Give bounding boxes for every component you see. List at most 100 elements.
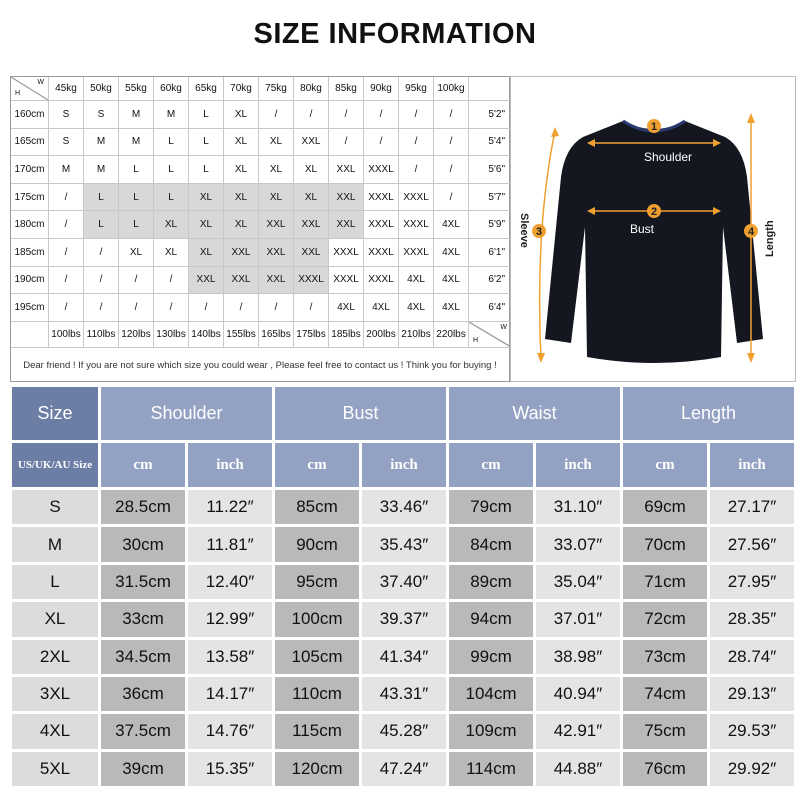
size-cell: XL: [224, 101, 259, 129]
size-cell: XXXL: [364, 211, 399, 239]
size-cell: 4XL: [364, 294, 399, 322]
weight-lbs-header: 155lbs: [224, 321, 259, 348]
size-cell: /: [84, 238, 119, 267]
cm-value-cell: 95cm: [275, 564, 359, 600]
size-cell: XXXL: [399, 238, 434, 267]
length-header: Length: [623, 387, 794, 440]
table-row: S 28.5cm 11.22″ 85cm 33.46″ 79cm 31.10″ 69cm 27.…: [12, 490, 794, 525]
weight-kg-header: 100kg: [434, 77, 469, 101]
cm-value-cell: 100cm: [275, 602, 359, 637]
size-cell: 4XL: [434, 211, 469, 239]
size-recommendation-chart: H W 45kg 50kg 55kg 60kg 65kg 70kg 75kg 80kg 85kg 90…: [10, 76, 511, 382]
size-cell: /: [434, 183, 469, 212]
cm-value-cell: 72cm: [623, 602, 707, 637]
size-cell: /: [49, 266, 84, 295]
cm-value-cell: 75cm: [623, 714, 707, 749]
size-system-header: US/UK/AU Size: [12, 443, 98, 487]
unit-cm-header: cm: [449, 443, 533, 487]
height-axis-label: H: [15, 90, 21, 97]
size-cell: XXXL: [329, 238, 364, 267]
size-cell: /: [329, 128, 364, 157]
size-cell: XXXL: [329, 266, 364, 295]
size-cell: /: [259, 294, 294, 322]
size-cell: XXL: [294, 211, 329, 239]
height-weight-grid: H W 45kg 50kg 55kg 60kg 65kg 70kg 75kg 80kg 85kg 90…: [11, 77, 511, 348]
unit-inch-header: inch: [710, 443, 794, 487]
size-label-cell: M: [12, 527, 98, 562]
sleeve-label: Sleeve: [518, 213, 530, 248]
size-cell: L: [84, 211, 119, 239]
height-axis-label: H: [473, 336, 479, 344]
bust-label: Bust: [630, 222, 655, 236]
size-cell: 4XL: [399, 266, 434, 295]
cm-value-cell: 94cm: [449, 602, 533, 637]
marker-3: [532, 224, 546, 238]
size-cell: /: [329, 101, 364, 129]
size-cell: M: [154, 101, 189, 129]
inch-value-cell: 12.40″: [188, 564, 272, 600]
size-label-cell: XL: [12, 602, 98, 637]
inch-value-cell: 45.28″: [362, 714, 446, 749]
page-title: SIZE INFORMATION: [253, 18, 537, 50]
size-label-cell: 3XL: [12, 676, 98, 712]
inch-value-cell: 29.92″: [710, 751, 794, 786]
unit-cm-header: cm: [623, 443, 707, 487]
size-measurement-table: Size Shoulder Bust Waist Length US/UK/AU…: [9, 384, 797, 789]
size-label-cell: S: [12, 490, 98, 525]
size-cell: XL: [154, 238, 189, 267]
sweater-shape: [545, 121, 763, 363]
size-cell: XL: [294, 183, 329, 212]
height-cm-label: 165cm: [11, 128, 49, 157]
size-cell: XL: [154, 211, 189, 239]
cm-value-cell: 31.5cm: [101, 564, 185, 600]
size-cell: XL: [119, 238, 154, 267]
size-cell: XXXL: [399, 183, 434, 212]
inch-value-cell: 42.91″: [536, 714, 620, 749]
waist-header: Waist: [449, 387, 620, 440]
size-cell: L: [154, 128, 189, 157]
size-cell: XXXL: [364, 266, 399, 295]
length-label: Length: [764, 220, 776, 257]
weight-kg-header: 50kg: [84, 77, 119, 101]
weight-kg-header: 80kg: [294, 77, 329, 101]
weight-lbs-header: 185lbs: [329, 321, 364, 348]
size-cell: /: [399, 156, 434, 184]
weight-kg-header: 55kg: [119, 77, 154, 101]
size-cell: XL: [189, 183, 224, 212]
weight-lbs-header: 120lbs: [119, 321, 154, 348]
cm-value-cell: 73cm: [623, 639, 707, 674]
size-cell: L: [84, 183, 119, 212]
inch-value-cell: 37.40″: [362, 564, 446, 600]
size-cell: M: [84, 128, 119, 157]
cm-value-cell: 70cm: [623, 527, 707, 562]
inch-value-cell: 31.10″: [536, 490, 620, 525]
inch-value-cell: 33.07″: [536, 527, 620, 562]
size-cell: L: [119, 156, 154, 184]
height-cm-label: 160cm: [11, 101, 49, 129]
size-cell: /: [259, 101, 294, 129]
size-cell: XL: [294, 156, 329, 184]
size-cell: M: [119, 128, 154, 157]
inch-value-cell: 28.35″: [710, 602, 794, 637]
marker-4: [744, 224, 758, 238]
size-cell: XXXL: [294, 266, 329, 295]
size-cell: XL: [224, 128, 259, 157]
size-cell: S: [49, 101, 84, 129]
weight-kg-header: 95kg: [399, 77, 434, 101]
size-label-cell: L: [12, 564, 98, 600]
table-row: L 31.5cm 12.40″ 95cm 37.40″ 89cm 35.04″ 71cm 27.…: [12, 564, 794, 600]
inch-value-cell: 14.17″: [188, 676, 272, 712]
num-3: 3: [536, 226, 542, 238]
size-cell: XXL: [294, 238, 329, 267]
marker-2: [647, 204, 661, 218]
height-ft-label: 5'9": [469, 211, 511, 239]
unit-inch-header: inch: [188, 443, 272, 487]
size-cell: /: [154, 266, 189, 295]
measurement-diagram: 1 Shoulder 2 Bust 3 Sleeve 4 Length: [510, 76, 796, 382]
size-cell: XXL: [189, 266, 224, 295]
size-cell: M: [49, 156, 84, 184]
inch-value-cell: 27.56″: [710, 527, 794, 562]
inch-value-cell: 47.24″: [362, 751, 446, 786]
size-cell: 4XL: [434, 266, 469, 295]
